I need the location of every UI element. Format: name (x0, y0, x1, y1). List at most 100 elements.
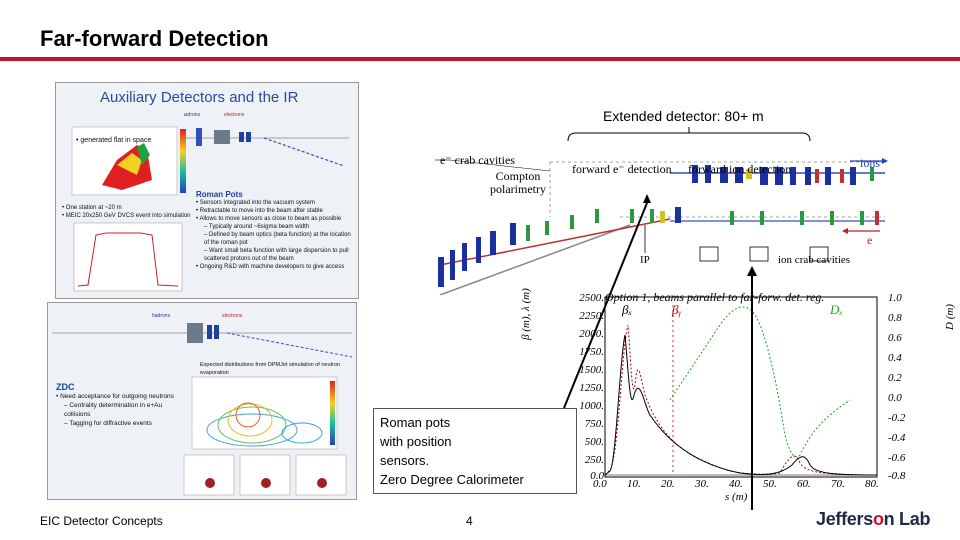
rp-item-text: Allows to move sensors as close to beam … (199, 216, 342, 222)
optics-xlabel: s (m) (725, 491, 748, 503)
zdc-item-text: Centrality determination in e+Au collisi… (64, 402, 163, 418)
jefferson-lab-logo: Jefferson Lab (816, 509, 930, 530)
legend-dx: Dₓ (830, 302, 844, 317)
rp-item: • Allows to move sensors as close to bea… (196, 216, 342, 222)
callout-line: sensors. (380, 453, 430, 468)
svg-text:electrons: electrons (222, 313, 243, 319)
beta-function-plot (604, 296, 878, 478)
svg-text:hadrons: hadrons (184, 112, 201, 118)
ytick-left: 500. (584, 436, 604, 448)
legend-beta-y: βᵧ (672, 302, 682, 317)
zdc-heading: ZDC (56, 382, 75, 392)
optics-ylabel-left: β (m), λ (m) (520, 288, 532, 340)
rp-item: • Ongoing R&D with machine developers to… (196, 264, 345, 270)
auxiliary-detectors-panel: Auxiliary Detectors and the IR • generat… (55, 82, 359, 299)
ip-label: IP (640, 254, 650, 266)
optics-ylabel-right: D (m) (944, 304, 956, 330)
ytick-left: 1750. (579, 346, 604, 358)
ytick-right: 0.4 (888, 352, 902, 364)
legend-beta-x: βₓ (622, 302, 633, 317)
ytick-left: 2250. (579, 310, 604, 322)
xtick: 60. (797, 478, 811, 490)
svg-text:hadrons: hadrons (152, 313, 171, 319)
ytick-right: -0.2 (888, 412, 906, 424)
panel-title: Auxiliary Detectors and the IR (100, 89, 299, 106)
ytick-left: 0.0 (590, 470, 604, 482)
xtick: 30. (695, 478, 709, 490)
bullet-generated-flat: • generated flat in space (76, 137, 152, 144)
xtick: 70. (831, 478, 845, 490)
footer-label: EIC Detector Concepts (40, 514, 163, 528)
bullet-one-station: • One station at ~20 m (62, 205, 122, 211)
logo-text-prefix: Jeffers (816, 509, 873, 529)
page-number: 4 (466, 514, 473, 528)
xtick: 50. (763, 478, 777, 490)
scatter-thumbnails (183, 454, 347, 496)
simulation-note: Expected distributions from DPMJet simul… (200, 362, 341, 376)
rp-item-text: Want small beta function with large disp… (204, 248, 349, 262)
ytick-left: 2500. (579, 292, 604, 304)
extended-detector-label: Extended detector: 80+ m (603, 108, 764, 124)
callout-line: Roman pots (380, 415, 451, 430)
xtick: 40. (729, 478, 743, 490)
bullet-text: generated flat in space (80, 137, 152, 144)
optics-plot-title: Option 1, beams parallel to far-forw. de… (605, 290, 825, 304)
ion-crab-cavities-label: ion crab cavities (778, 254, 851, 266)
ytick-left: 1250. (579, 382, 604, 394)
title-underline (0, 57, 960, 61)
roman-pots-heading: Roman Pots (196, 190, 243, 199)
logo-text-suffix: n Lab (883, 509, 931, 529)
zdc-item: – Centrality determination in e+Au colli… (64, 402, 163, 418)
xtick: 20. (661, 478, 675, 490)
rp-item-text: Retractable to move into the beam after … (199, 208, 323, 214)
acceptance-heatmap (71, 126, 186, 196)
zdc-item: • Need acceptance for outgoing neutrons (56, 393, 174, 400)
rp-item-text: Typically around ~6sigma beam width (208, 224, 310, 230)
optics-xticks: 0.0 10. 20. 30. 40. 50. 60. 70. 80. (593, 478, 893, 492)
ytick-right: -0.4 (888, 432, 906, 444)
roman-pots-list: Roman Pots • Sensors integrated into the… (196, 191, 354, 271)
callout-line: with position (380, 434, 452, 449)
ytick-left: 1000. (579, 400, 604, 412)
logo-o: o (872, 509, 884, 529)
ir-mini-diagram-2: hadrons electrons (52, 313, 352, 358)
bullet-meic-event: • MEIC 20x250 GeV DVCS event into simula… (62, 213, 191, 219)
rp-item-text: Defined by beam optics (beta function) a… (204, 232, 351, 246)
ytick-left: 250. (584, 454, 604, 466)
e-crab-cavities-label: e⁻ crab cavities (440, 153, 515, 167)
ytick-left: 750. (584, 418, 604, 430)
forward-ion-detection-label: forward ion detection (688, 162, 792, 176)
slide-title: Far-forward Detection (40, 26, 269, 51)
ir-layout-diagram (435, 127, 888, 295)
ytick-left: 1500. (579, 364, 604, 376)
neutron-contour-plot (191, 376, 338, 450)
zdc-panel: hadrons electrons Expected distributions… (47, 302, 357, 500)
ytick-right: 0.6 (888, 332, 902, 344)
bullet-text: MEIC 20x250 GeV DVCS event into simulati… (65, 213, 191, 219)
rp-item: – Want small beta function with large di… (204, 248, 349, 262)
forward-e-detection-label: forward e⁻ detection (572, 162, 672, 176)
ions-label: ions (860, 156, 881, 170)
callout-line: Zero Degree Calorimeter (380, 472, 524, 487)
zdc-list: ZDC • Need acceptance for outgoing neutr… (56, 383, 181, 428)
svg-text:electrons: electrons (224, 112, 245, 118)
zdc-item-text: Need acceptance for outgoing neutrons (60, 393, 174, 400)
rp-item-text: Ongoing R&D with machine developers to g… (199, 264, 345, 270)
ytick-right: 0.8 (888, 312, 902, 324)
ytick-right: 0.0 (888, 392, 902, 404)
zdc-item-text: Tagging for diffractive events (69, 420, 152, 427)
roman-pots-callout: Roman pots with position sensors. Zero D… (373, 408, 577, 494)
rp-item: – Defined by beam optics (beta function)… (204, 232, 351, 246)
ytick-right: -0.6 (888, 452, 906, 464)
acceptance-curve-plot (73, 222, 183, 292)
electron-label: e (867, 233, 873, 247)
compton-label: Compton polarimetry (490, 169, 546, 196)
ytick-right: 0.2 (888, 372, 902, 384)
rp-item-text: Sensors integrated into the vacuum syste… (199, 200, 315, 206)
ytick-left: 2000. (579, 328, 604, 340)
xtick: 10. (627, 478, 641, 490)
xtick: 80. (865, 478, 879, 490)
ytick-right: -0.8 (888, 470, 906, 482)
zdc-item: – Tagging for diffractive events (64, 420, 152, 427)
rp-item: • Retractable to move into the beam afte… (196, 208, 323, 214)
